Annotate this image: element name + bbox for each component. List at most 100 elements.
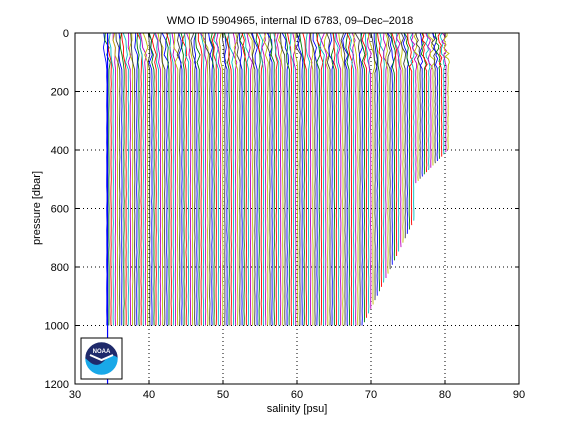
profile-line xyxy=(318,32,325,326)
profile-line xyxy=(166,32,172,326)
profile-line xyxy=(108,32,114,326)
profile-line xyxy=(332,32,338,326)
profile-line xyxy=(256,32,264,326)
profile-line xyxy=(213,32,220,326)
profile-line xyxy=(370,32,378,301)
x-tick-label: 90 xyxy=(513,389,525,401)
profile-line xyxy=(181,32,188,326)
profile-line xyxy=(151,32,157,326)
profile-line xyxy=(157,32,164,326)
profile-line xyxy=(328,32,334,326)
profile-line xyxy=(334,32,340,326)
profile-line xyxy=(121,32,127,326)
profile-line xyxy=(186,32,192,326)
profile-line xyxy=(387,32,395,265)
profile-line xyxy=(169,32,174,326)
profile-line xyxy=(360,32,366,323)
profile-line xyxy=(320,32,328,326)
y-axis-ticks: 0 200 400 600 800 1000 1200 xyxy=(45,28,519,391)
profile-line xyxy=(139,32,147,326)
profile-line xyxy=(428,32,436,166)
profile-line xyxy=(104,32,111,326)
profile-line xyxy=(280,32,286,326)
profile-line xyxy=(251,32,258,326)
x-axis-ticks: 30 40 50 60 70 80 90 xyxy=(69,33,525,401)
profile-line xyxy=(398,32,404,243)
profile-line xyxy=(228,32,235,326)
profile-line xyxy=(309,32,316,326)
profile-line xyxy=(316,32,321,326)
profile-line xyxy=(190,32,197,326)
profile-line xyxy=(154,32,162,326)
profile-line xyxy=(367,32,372,309)
profile-line xyxy=(386,32,391,270)
profile-line xyxy=(218,32,224,326)
profile-line xyxy=(284,32,290,326)
y-tick-label: 400 xyxy=(51,145,69,157)
profile-line xyxy=(129,32,134,326)
profile-line xyxy=(102,32,108,326)
profile-line xyxy=(441,32,448,153)
y-tick-label: 200 xyxy=(51,87,69,99)
x-tick-label: 50 xyxy=(217,389,229,401)
profile-line xyxy=(136,32,143,326)
profile-line xyxy=(138,32,144,326)
profile-line xyxy=(273,32,280,326)
profile-line xyxy=(346,32,353,326)
profile-line xyxy=(112,32,119,326)
profile-line xyxy=(130,32,136,326)
profile-line xyxy=(267,32,271,326)
profile-line xyxy=(419,32,424,177)
profile-line xyxy=(358,32,363,326)
profile-line xyxy=(136,32,140,326)
profile-line xyxy=(293,32,299,326)
profile-line xyxy=(188,32,194,326)
y-tick-label: 0 xyxy=(63,28,69,40)
profile-line xyxy=(197,32,203,326)
x-tick-label: 80 xyxy=(439,389,451,401)
x-tick-label: 40 xyxy=(143,389,155,401)
profile-line xyxy=(147,32,151,326)
profile-line xyxy=(431,32,437,164)
profile-line xyxy=(266,32,273,326)
profile-line xyxy=(210,32,215,326)
profile-line xyxy=(106,32,112,326)
profile-line xyxy=(375,32,380,292)
profile-line xyxy=(246,32,253,326)
plot-area xyxy=(74,32,520,385)
profile-line xyxy=(421,32,428,173)
profile-line xyxy=(250,32,256,326)
profile-line xyxy=(159,32,166,326)
profile-line xyxy=(161,32,169,326)
y-tick-label: 1000 xyxy=(45,321,69,333)
profile-line xyxy=(176,32,182,326)
profile-line xyxy=(354,32,361,326)
profile-line xyxy=(295,32,302,326)
profile-line xyxy=(258,32,265,326)
profile-line xyxy=(409,32,415,221)
profile-line xyxy=(308,32,313,326)
profile-line xyxy=(200,32,207,326)
profile-line xyxy=(239,33,243,326)
y-tick-label: 800 xyxy=(51,262,69,274)
profile-line xyxy=(216,32,222,326)
profile-line xyxy=(367,32,376,305)
profile-line xyxy=(382,32,388,279)
profile-line xyxy=(180,32,185,326)
profile-line xyxy=(425,32,433,168)
y-tick-label: 600 xyxy=(51,204,69,216)
logo-ring xyxy=(83,340,120,377)
noaa-logo: NOAA xyxy=(80,337,123,380)
profile-line xyxy=(403,32,411,230)
profile-line xyxy=(208,32,214,326)
profile-line xyxy=(390,32,396,261)
profile-line xyxy=(232,32,238,326)
profile-line xyxy=(204,32,211,326)
profile-line xyxy=(351,32,357,326)
profile-line xyxy=(276,32,282,326)
profile-line xyxy=(312,32,318,326)
profile-line xyxy=(261,32,267,326)
profile-line xyxy=(402,32,410,234)
logo-wave xyxy=(86,357,117,374)
